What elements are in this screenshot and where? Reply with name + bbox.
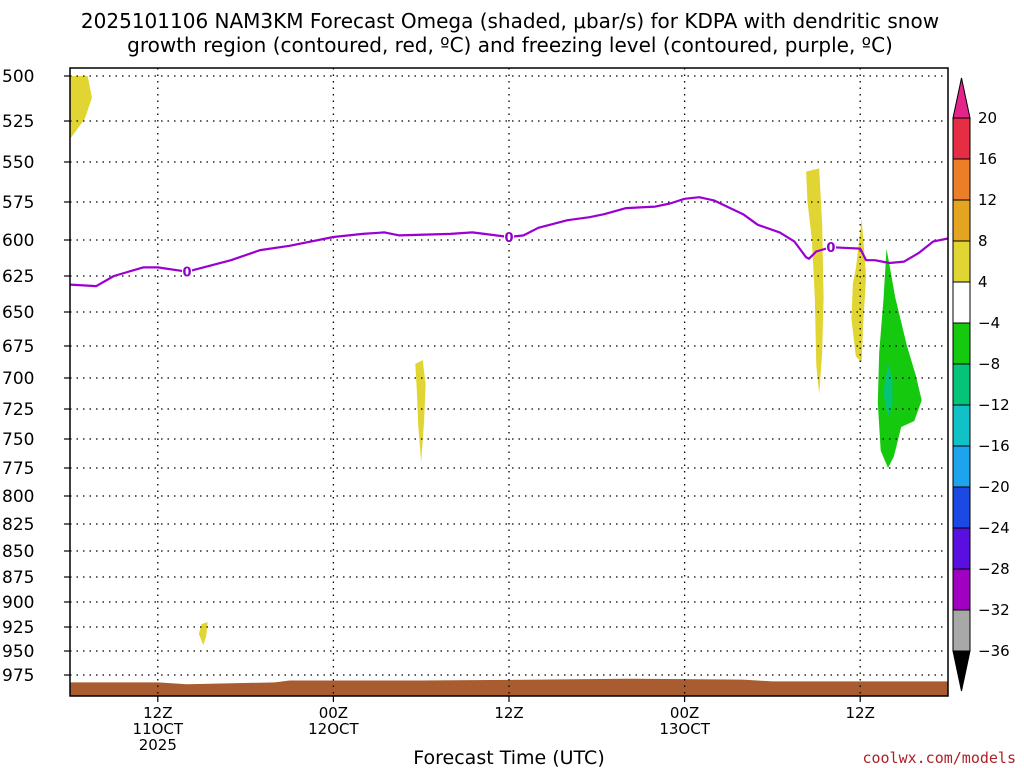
colorbar-label-3: 8 xyxy=(978,232,988,250)
x-tick-label-42-1: 00Z xyxy=(670,704,699,722)
colorbar-box-11 xyxy=(952,568,971,611)
colorbar-label-1: 16 xyxy=(978,150,997,168)
y-tick-label-650: 650 xyxy=(2,303,34,323)
y-tick-label-525: 525 xyxy=(2,112,34,132)
colorbar-box-8 xyxy=(952,445,971,488)
freezing-level-label-2: 0 xyxy=(826,241,835,256)
colorbar-label-9: −20 xyxy=(978,478,1010,496)
colorbar-label-7: −12 xyxy=(978,396,1010,414)
x-tick-label-6-3: 2025 xyxy=(139,736,177,754)
colorbar-label-6: −8 xyxy=(978,355,1000,373)
colorbar-box-10 xyxy=(952,527,971,570)
colorbar-label-4: 4 xyxy=(978,273,988,291)
y-tick-label-950: 950 xyxy=(2,642,34,662)
omega-region-2 xyxy=(198,622,208,646)
y-tick-label-600: 600 xyxy=(2,231,34,251)
y-tick-label-775: 775 xyxy=(2,459,34,479)
omega-region-3 xyxy=(806,168,824,395)
omega-region-6 xyxy=(883,362,893,418)
colorbar-label-2: 12 xyxy=(978,191,997,209)
colorbar-top-arrow xyxy=(952,77,971,119)
y-tick-label-875: 875 xyxy=(2,568,34,588)
colorbar-label-0: 20 xyxy=(978,109,997,127)
omega-region-1 xyxy=(415,360,426,463)
colorbar-box-6 xyxy=(952,363,971,406)
y-tick-label-500: 500 xyxy=(2,67,34,87)
y-tick-label-700: 700 xyxy=(2,369,34,389)
colorbar-label-13: −36 xyxy=(978,642,1010,660)
y-tick-label-750: 750 xyxy=(2,430,34,450)
chart-title-line1: 2025101106 NAM3KM Forecast Omega (shaded… xyxy=(81,9,939,33)
omega-region-0 xyxy=(70,76,92,139)
colorbar-box-4 xyxy=(952,281,971,324)
colorbar-box-5 xyxy=(952,322,971,365)
x-axis-label: Forecast Time (UTC) xyxy=(413,747,604,768)
contour-label-bg-0 xyxy=(182,264,193,279)
x-tick-label-54-1: 12Z xyxy=(846,704,875,722)
y-tick-label-975: 975 xyxy=(2,666,34,686)
credit-text: coolwx.com/models xyxy=(862,749,1016,767)
x-tick-label-6-1: 12Z xyxy=(143,704,172,722)
x-tick-label-30-1: 12Z xyxy=(494,704,523,722)
x-tick-label-6-2: 11OCT xyxy=(133,720,184,738)
freezing-level-line xyxy=(69,196,949,288)
omega-colorbar: 20 16 12 8 4 −4 −8 −12 −16 −20 −24 −28 −32 −36 xyxy=(952,77,1010,692)
x-tick-label-18-1: 00Z xyxy=(319,704,348,722)
y-tick-label-800: 800 xyxy=(2,487,34,507)
chart-title-line2: growth region (contoured, red, ºC) and f… xyxy=(127,33,893,57)
contour-label-bg-2 xyxy=(825,240,836,255)
colorbar-box-12 xyxy=(952,609,971,652)
colorbar-box-2 xyxy=(952,199,971,242)
colorbar-box-0 xyxy=(952,117,971,160)
y-tick-label-850: 850 xyxy=(2,542,34,562)
x-tick-label-18-2: 12OCT xyxy=(308,720,359,738)
plot-area: 0 0 0 xyxy=(69,67,949,697)
colorbar-box-1 xyxy=(952,158,971,201)
colorbar-label-11: −28 xyxy=(978,560,1010,578)
colorbar-box-3 xyxy=(952,240,971,283)
colorbar-label-12: −32 xyxy=(978,601,1010,619)
x-tick-label-42-2: 13OCT xyxy=(659,720,710,738)
y-tick-label-575: 575 xyxy=(2,193,34,213)
y-tick-label-825: 825 xyxy=(2,515,34,535)
y-tick-label-675: 675 xyxy=(2,337,34,357)
terrain-fill xyxy=(70,678,948,696)
y-tick-label-900: 900 xyxy=(2,593,34,613)
y-tick-label-550: 550 xyxy=(2,153,34,173)
contour-label-bg-1 xyxy=(504,229,514,244)
y-axis-tick-labels: 500 525 550 575 600 625 650 675 700 725 750 775 800 8… xyxy=(2,67,70,686)
freezing-level-label-0: 0 xyxy=(183,266,192,281)
y-tick-label-925: 925 xyxy=(2,618,34,638)
colorbar-label-10: −24 xyxy=(978,519,1010,537)
colorbar-box-9 xyxy=(952,486,971,529)
colorbar-box-7 xyxy=(952,404,971,447)
colorbar-label-8: −16 xyxy=(978,437,1010,455)
colorbar-bottom-arrow xyxy=(952,650,971,692)
freezing-level-label-1: 0 xyxy=(504,231,513,246)
y-tick-label-725: 725 xyxy=(2,400,34,420)
y-tick-label-625: 625 xyxy=(2,267,34,287)
colorbar-label-5: −4 xyxy=(978,314,1000,332)
